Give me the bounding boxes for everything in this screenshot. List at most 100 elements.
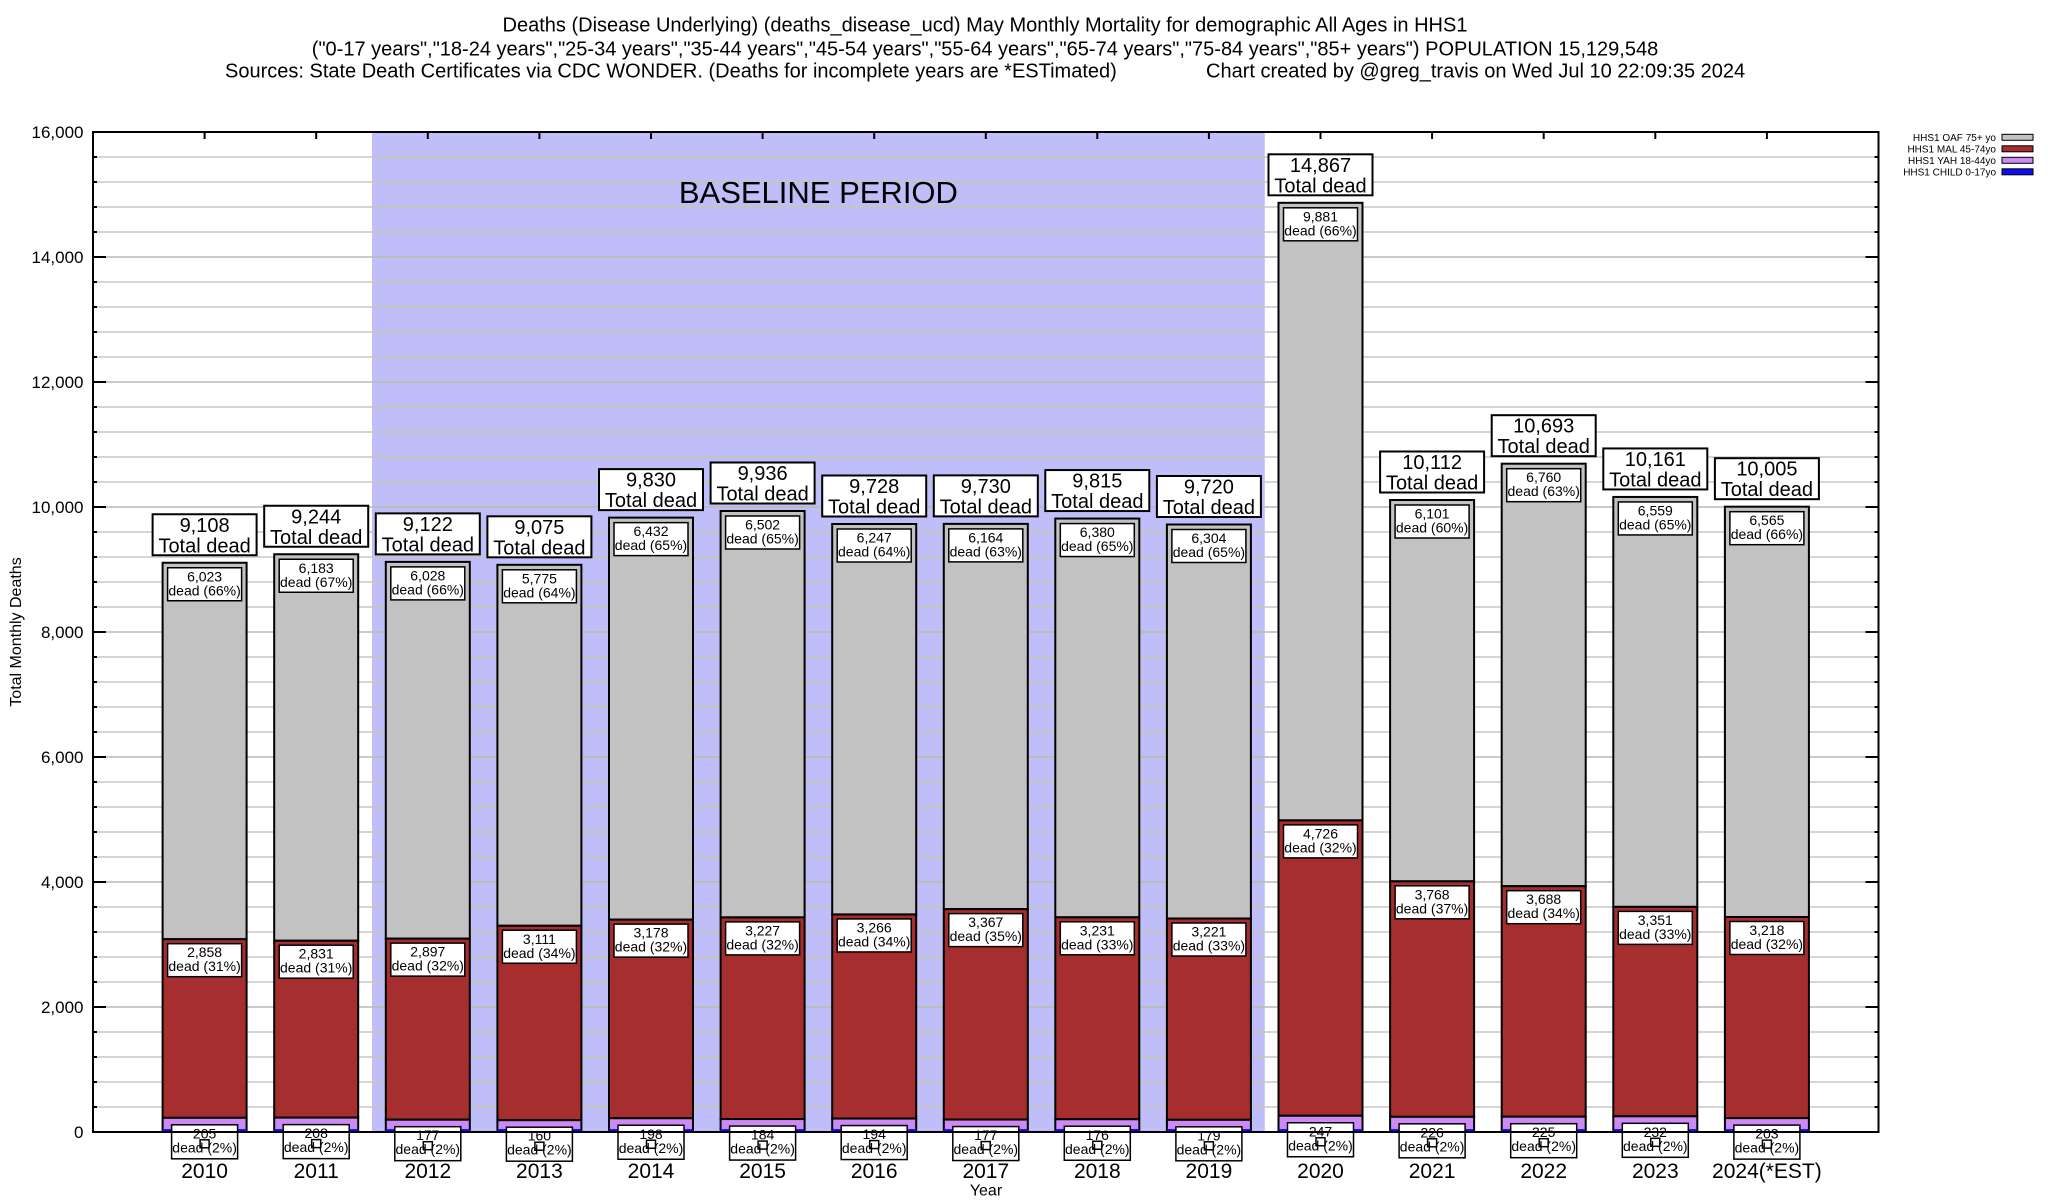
svg-text:dead (34%): dead (34%) [503, 945, 575, 961]
svg-text:2016: 2016 [851, 1160, 898, 1183]
svg-text:194: 194 [863, 1126, 887, 1142]
svg-text:Total dead: Total dead [493, 537, 585, 559]
svg-text:3,266: 3,266 [857, 919, 892, 935]
svg-text:198: 198 [639, 1126, 663, 1142]
svg-text:dead (2%): dead (2%) [396, 1141, 461, 1157]
svg-text:9,108: 9,108 [180, 515, 230, 537]
svg-text:2020: 2020 [1297, 1160, 1344, 1183]
svg-text:HHS1 MAL 45-74yo: HHS1 MAL 45-74yo [1907, 144, 1996, 155]
svg-text:dead (31%): dead (31%) [168, 958, 240, 974]
svg-text:Total dead: Total dead [828, 497, 920, 519]
svg-text:dead (64%): dead (64%) [838, 544, 910, 560]
svg-text:2024(*EST): 2024(*EST) [1712, 1160, 1822, 1183]
svg-text:dead (63%): dead (63%) [1508, 483, 1580, 499]
svg-text:9,122: 9,122 [403, 514, 453, 536]
svg-text:dead (34%): dead (34%) [1508, 905, 1580, 921]
svg-text:3,367: 3,367 [968, 914, 1003, 930]
svg-text:Total dead: Total dead [158, 535, 250, 557]
svg-text:dead (2%): dead (2%) [954, 1141, 1019, 1157]
svg-text:Total dead: Total dead [1163, 497, 1255, 519]
svg-text:Total dead: Total dead [270, 527, 362, 549]
svg-text:3,218: 3,218 [1749, 922, 1784, 938]
svg-text:10,693: 10,693 [1513, 416, 1574, 438]
svg-text:6,023: 6,023 [187, 568, 222, 584]
svg-text:dead (34%): dead (34%) [838, 933, 910, 949]
svg-text:dead (2%): dead (2%) [1400, 1138, 1465, 1154]
svg-text:3,768: 3,768 [1415, 886, 1450, 902]
svg-text:Year: Year [970, 1183, 1003, 1200]
svg-text:dead (32%): dead (32%) [615, 939, 687, 955]
svg-text:2017: 2017 [962, 1160, 1009, 1183]
svg-text:6,164: 6,164 [968, 529, 1003, 545]
svg-text:dead (2%): dead (2%) [730, 1141, 795, 1157]
svg-text:HHS1 YAH 18-44yo: HHS1 YAH 18-44yo [1908, 156, 1996, 167]
svg-text:dead (2%): dead (2%) [284, 1139, 349, 1155]
svg-text:dead (65%): dead (65%) [1061, 538, 1133, 554]
svg-text:14,000: 14,000 [32, 248, 84, 267]
svg-text:10,005: 10,005 [1736, 459, 1797, 481]
svg-text:2021: 2021 [1409, 1160, 1456, 1183]
svg-text:Total dead: Total dead [1609, 469, 1701, 491]
svg-text:2,831: 2,831 [299, 946, 334, 962]
svg-text:Chart created by @greg_travis: Chart created by @greg_travis on Wed Jul… [1206, 61, 1745, 83]
svg-text:("0-17 years","18-24 years","2: ("0-17 years","18-24 years","25-34 years… [312, 39, 1658, 61]
svg-text:dead (63%): dead (63%) [950, 543, 1022, 559]
svg-text:2023: 2023 [1632, 1160, 1679, 1183]
svg-text:dead (60%): dead (60%) [1396, 520, 1468, 536]
svg-text:dead (32%): dead (32%) [1284, 839, 1356, 855]
svg-text:dead (66%): dead (66%) [168, 582, 240, 598]
svg-text:Total dead: Total dead [382, 534, 474, 556]
svg-text:9,730: 9,730 [961, 476, 1011, 498]
svg-text:dead (33%): dead (33%) [1619, 926, 1691, 942]
svg-text:Total dead: Total dead [1721, 479, 1813, 501]
svg-text:5,775: 5,775 [522, 570, 557, 586]
svg-text:dead (32%): dead (32%) [392, 958, 464, 974]
svg-text:dead (2%): dead (2%) [1177, 1141, 1242, 1157]
svg-text:9,720: 9,720 [1184, 477, 1234, 499]
svg-text:dead (65%): dead (65%) [1173, 544, 1245, 560]
svg-text:dead (65%): dead (65%) [1619, 516, 1691, 532]
svg-text:dead (2%): dead (2%) [507, 1142, 572, 1158]
svg-text:2012: 2012 [404, 1160, 451, 1183]
svg-text:dead (64%): dead (64%) [503, 584, 575, 600]
svg-text:6,760: 6,760 [1526, 469, 1561, 485]
svg-text:2022: 2022 [1520, 1160, 1567, 1183]
svg-text:dead (2%): dead (2%) [1511, 1138, 1576, 1154]
svg-text:dead (31%): dead (31%) [280, 960, 352, 976]
svg-text:dead (2%): dead (2%) [1065, 1141, 1130, 1157]
svg-text:Sources: State Death Certifica: Sources: State Death Certificates via CD… [225, 61, 1117, 83]
svg-text:dead (33%): dead (33%) [1173, 938, 1245, 954]
svg-text:3,227: 3,227 [745, 922, 780, 938]
svg-text:3,688: 3,688 [1526, 891, 1561, 907]
svg-text:6,432: 6,432 [633, 523, 668, 539]
svg-text:6,304: 6,304 [1191, 530, 1226, 546]
svg-text:2,897: 2,897 [410, 944, 445, 960]
svg-text:2014: 2014 [628, 1160, 675, 1183]
svg-text:2019: 2019 [1186, 1160, 1233, 1183]
svg-text:12,000: 12,000 [32, 373, 84, 392]
svg-text:dead (66%): dead (66%) [1284, 222, 1356, 238]
svg-text:3,178: 3,178 [633, 925, 668, 941]
svg-text:Total dead: Total dead [605, 490, 697, 512]
svg-text:dead (2%): dead (2%) [1623, 1138, 1688, 1154]
svg-text:BASELINE PERIOD: BASELINE PERIOD [679, 175, 958, 210]
svg-text:10,161: 10,161 [1625, 449, 1686, 471]
svg-text:dead (2%): dead (2%) [1288, 1137, 1353, 1153]
svg-text:4,726: 4,726 [1303, 825, 1338, 841]
svg-text:dead (37%): dead (37%) [1396, 900, 1468, 916]
svg-text:208: 208 [305, 1125, 329, 1141]
svg-text:9,075: 9,075 [514, 517, 564, 539]
svg-text:dead (65%): dead (65%) [615, 537, 687, 553]
svg-text:2011: 2011 [294, 1160, 339, 1183]
svg-text:Deaths (Disease Underlying) (d: Deaths (Disease Underlying) (deaths_dise… [503, 15, 1468, 37]
svg-text:dead (33%): dead (33%) [1061, 936, 1133, 952]
svg-text:3,221: 3,221 [1191, 924, 1226, 940]
svg-text:HHS1 OAF 75+ yo: HHS1 OAF 75+ yo [1913, 133, 1997, 144]
svg-text:2,858: 2,858 [187, 944, 222, 960]
svg-text:Total dead: Total dead [1386, 473, 1478, 495]
svg-text:dead (66%): dead (66%) [1731, 526, 1803, 542]
svg-text:184: 184 [751, 1127, 775, 1143]
svg-text:6,000: 6,000 [41, 748, 84, 767]
svg-text:2015: 2015 [739, 1160, 786, 1183]
svg-text:dead (2%): dead (2%) [619, 1140, 684, 1156]
